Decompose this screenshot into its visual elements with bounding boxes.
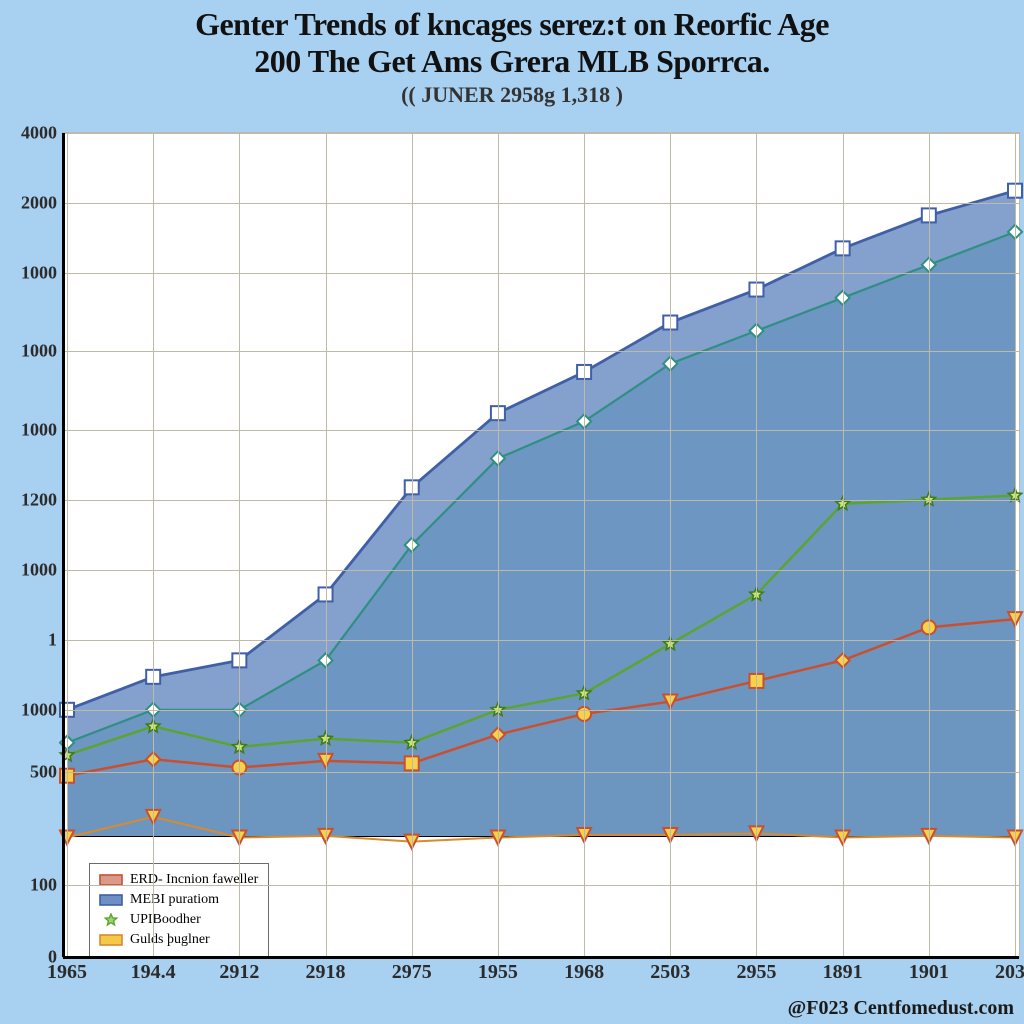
x-tick-label: 1891 [823,961,863,984]
y-tick-label: 4000 [21,123,57,144]
x-tick-label: 1968 [564,961,604,984]
legend-label: UPIBoodher [130,912,201,928]
y-tick-label: 0 [48,947,57,968]
gridline-v [584,133,585,957]
y-tick-label: 1000 [21,263,57,284]
y-tick-label: 1200 [21,489,57,510]
gridline-v [929,133,930,957]
gridline-v [498,133,499,957]
gridline-v [756,133,757,957]
axis-spine-left [62,133,65,957]
gridline-h [63,772,1019,773]
legend-row: MEBI puratiom [98,890,258,910]
x-tick-label: 1955 [478,961,518,984]
gridline-v [326,133,327,957]
legend-label: MEBI puratiom [130,892,219,908]
plot-area: ERD- Incnion faweller MEBI puratiom UPIBoo… [62,132,1020,958]
gridline-v [67,133,68,957]
legend-label: Gulds þuglner [130,932,210,948]
y-tick-label: 100 [30,875,57,896]
legend-row: Gulds þuglner [98,930,258,950]
gridline-v [1015,133,1016,957]
chart-title-line1: Genter Trends of kncages serez:t on Reor… [0,6,1024,43]
y-tick-label: 500 [30,761,57,782]
gridline-h [63,500,1019,501]
y-tick-label: 1000 [21,341,57,362]
x-tick-label: 2503 [650,961,690,984]
legend-row: UPIBoodher [98,910,258,930]
gridline-h [63,640,1019,641]
gridline-v [843,133,844,957]
gridline-h [63,133,1019,134]
gridline-v [239,133,240,957]
x-tick-label: 2955 [736,961,776,984]
gridline-h [63,885,1019,886]
gridline-h [63,430,1019,431]
chart-subtitle: (( JUNER 2958g 1,318 ) [0,82,1024,108]
gridline-v [412,133,413,957]
x-tick-label: 1901 [909,961,949,984]
y-tick-label: 1 [48,629,57,650]
y-tick-label: 2000 [21,193,57,214]
legend-row: ERD- Incnion faweller [98,870,258,890]
x-tick-label: 194.4 [131,961,176,984]
gridline-h [63,351,1019,352]
gridline-h [63,710,1019,711]
x-tick-label: 2975 [392,961,432,984]
legend-box: ERD- Incnion faweller MEBI puratiom UPIBoo… [89,863,269,957]
axis-spine-bottom [63,956,1019,959]
legend-swatch [98,933,124,947]
chart-frame: Genter Trends of kncages serez:t on Reor… [0,0,1024,1024]
gridline-h [63,203,1019,204]
chart-title-line2: 200 The Get Ams Grera MLB Sporrca. [0,43,1024,80]
legend-swatch [98,913,124,927]
credit-text: @F023 Centfomedust.com [788,997,1014,1020]
y-tick-label: 1000 [21,419,57,440]
legend-swatch [98,893,124,907]
y-tick-label: 1000 [21,699,57,720]
x-tick-label: 2912 [219,961,259,984]
x-tick-label: 2918 [306,961,346,984]
gridline-v [670,133,671,957]
gridline-h [63,273,1019,274]
gridline-v [153,133,154,957]
chart-svg [63,133,1019,957]
y-tick-label: 1000 [21,559,57,580]
title-block: Genter Trends of kncages serez:t on Reor… [0,6,1024,108]
gridline-h [63,570,1019,571]
x-tick-label: 2033 [995,961,1024,984]
